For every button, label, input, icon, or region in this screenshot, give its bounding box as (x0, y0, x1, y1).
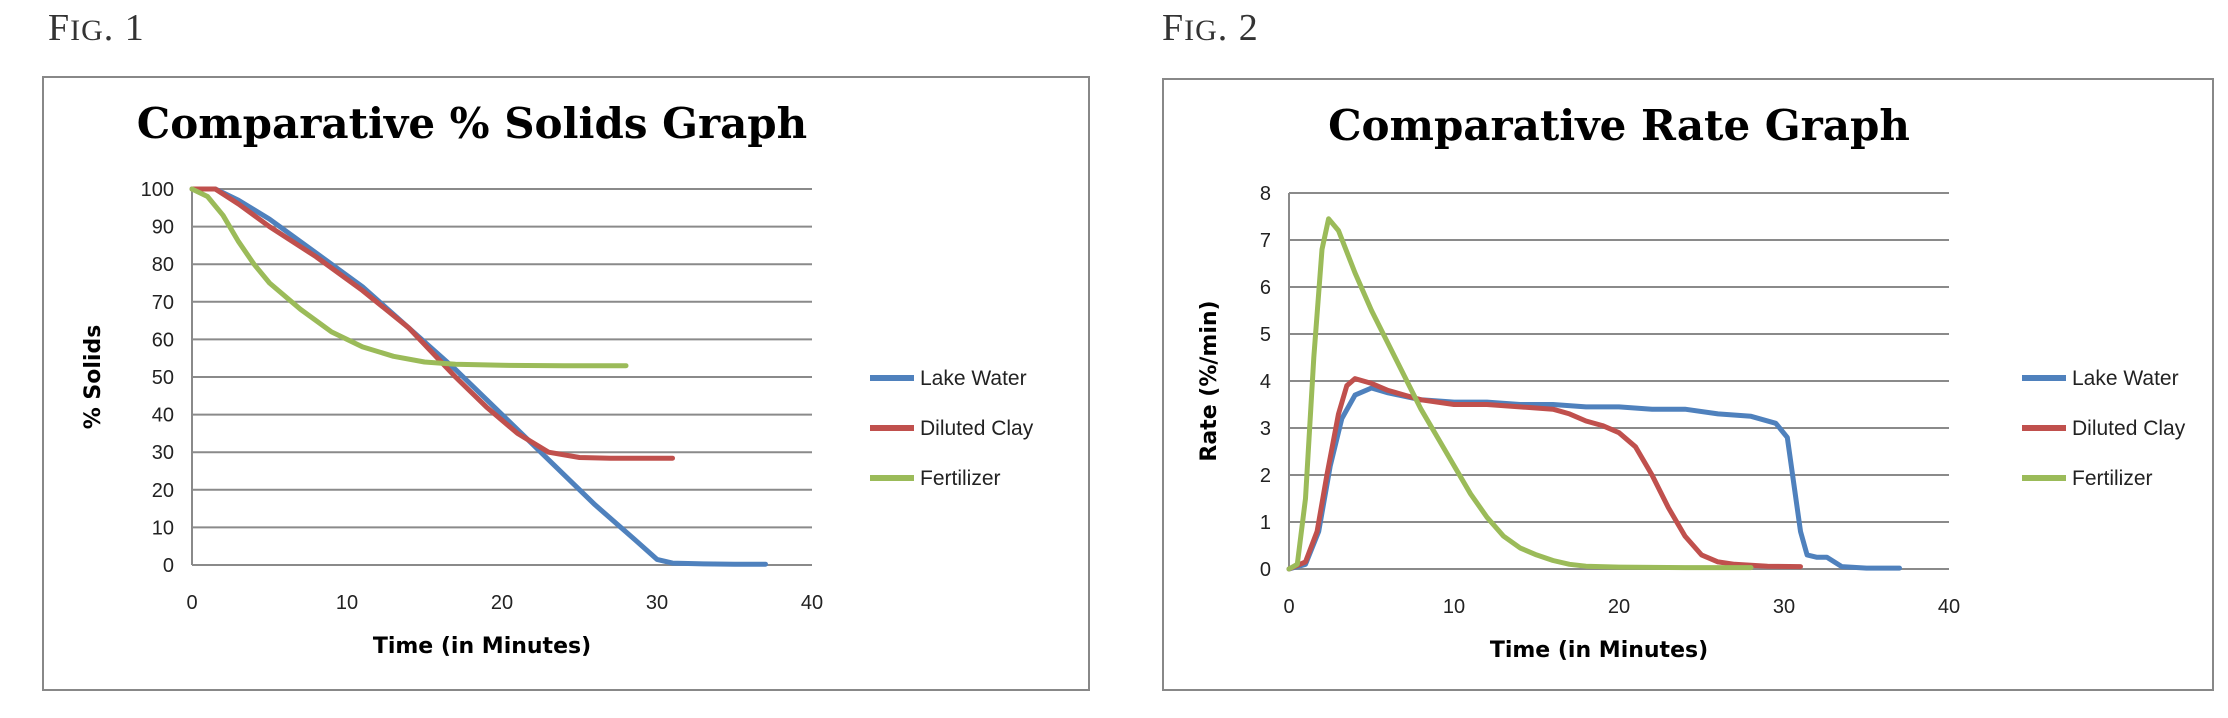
y-tick-label: 70 (152, 292, 174, 314)
y-tick-label: 100 (141, 179, 174, 201)
y-tick-label: 20 (152, 480, 174, 502)
x-tick-label: 10 (336, 592, 358, 614)
rate-chart: Comparative Rate Graph 0 1 2 3 4 5 6 7 8 0 10 20 30 40… (1197, 101, 2186, 663)
figure-1-label-num: . 1 (103, 7, 145, 49)
series-line-1 (189, 186, 675, 461)
figure-2-label-first: F (1162, 7, 1185, 49)
x-tick-label: 20 (491, 592, 513, 614)
rate-chart-box: Comparative Rate Graph 0 1 2 3 4 5 6 7 8 0 10 20 30 40… (1162, 78, 2214, 691)
y-tick-label: 90 (152, 217, 174, 239)
y-tick-label: 30 (152, 442, 174, 464)
figure-1-label: FIG. 1 (48, 6, 145, 50)
y-tick-label: 10 (152, 517, 174, 539)
figure-1-label-rest: IG (70, 14, 104, 47)
y-tick-label: 8 (1260, 183, 1271, 205)
series-line-0 (189, 186, 768, 567)
x-tick-label: 10 (1443, 596, 1465, 618)
x-tick-label: 30 (646, 592, 668, 614)
solids-chart: Comparative % Solids Graph 0 10 20 30 40 50 60 7… (81, 99, 1034, 659)
x-axis-title: Time (in Minutes) (1490, 638, 1708, 663)
x-axis-title: Time (in Minutes) (373, 634, 591, 659)
y-tick-label: 1 (1260, 512, 1271, 534)
figure-2-label-rest: IG (1184, 14, 1218, 47)
x-tick-label: 0 (186, 592, 197, 614)
y-tick-label: 60 (152, 329, 174, 351)
figure-1-label-first: F (48, 7, 71, 49)
figure-2-label: FIG. 2 (1162, 6, 1259, 50)
y-tick-label: 2 (1260, 465, 1271, 487)
series-line-1 (1286, 376, 1803, 572)
legend-label: Diluted Clay (2072, 417, 2186, 440)
legend-label: Fertilizer (2072, 467, 2153, 490)
chart-title: Comparative % Solids Graph (137, 99, 807, 148)
legend-label: Fertilizer (920, 467, 1001, 490)
y-tick-label: 4 (1260, 371, 1271, 393)
x-tick-label: 0 (1283, 596, 1294, 618)
series-line-2 (1286, 216, 1754, 572)
legend-label: Lake Water (2072, 367, 2179, 390)
figure-2-label-num: . 2 (1217, 7, 1259, 49)
y-tick-label: 5 (1260, 324, 1271, 346)
legend-label: Lake Water (920, 367, 1027, 390)
x-tick-label: 40 (801, 592, 823, 614)
x-tick-label: 30 (1773, 596, 1795, 618)
y-tick-label: 0 (1260, 559, 1271, 581)
y-tick-label: 0 (163, 555, 174, 577)
y-axis-title: Rate (%/min) (1197, 300, 1222, 461)
y-tick-label: 3 (1260, 418, 1271, 440)
x-tick-label: 20 (1608, 596, 1630, 618)
y-tick-label: 7 (1260, 230, 1271, 252)
y-tick-label: 80 (152, 254, 174, 276)
series-line-2 (189, 186, 629, 369)
chart-title: Comparative Rate Graph (1328, 101, 1910, 150)
x-tick-label: 40 (1938, 596, 1960, 618)
y-tick-label: 50 (152, 367, 174, 389)
y-tick-label: 40 (152, 405, 174, 427)
series-line-0 (1286, 385, 1902, 572)
solids-chart-box: Comparative % Solids Graph 0 10 20 30 40 50 60 7… (42, 76, 1090, 691)
legend-label: Diluted Clay (920, 417, 1034, 440)
y-axis-title: % Solids (81, 325, 106, 430)
y-tick-label: 6 (1260, 277, 1271, 299)
